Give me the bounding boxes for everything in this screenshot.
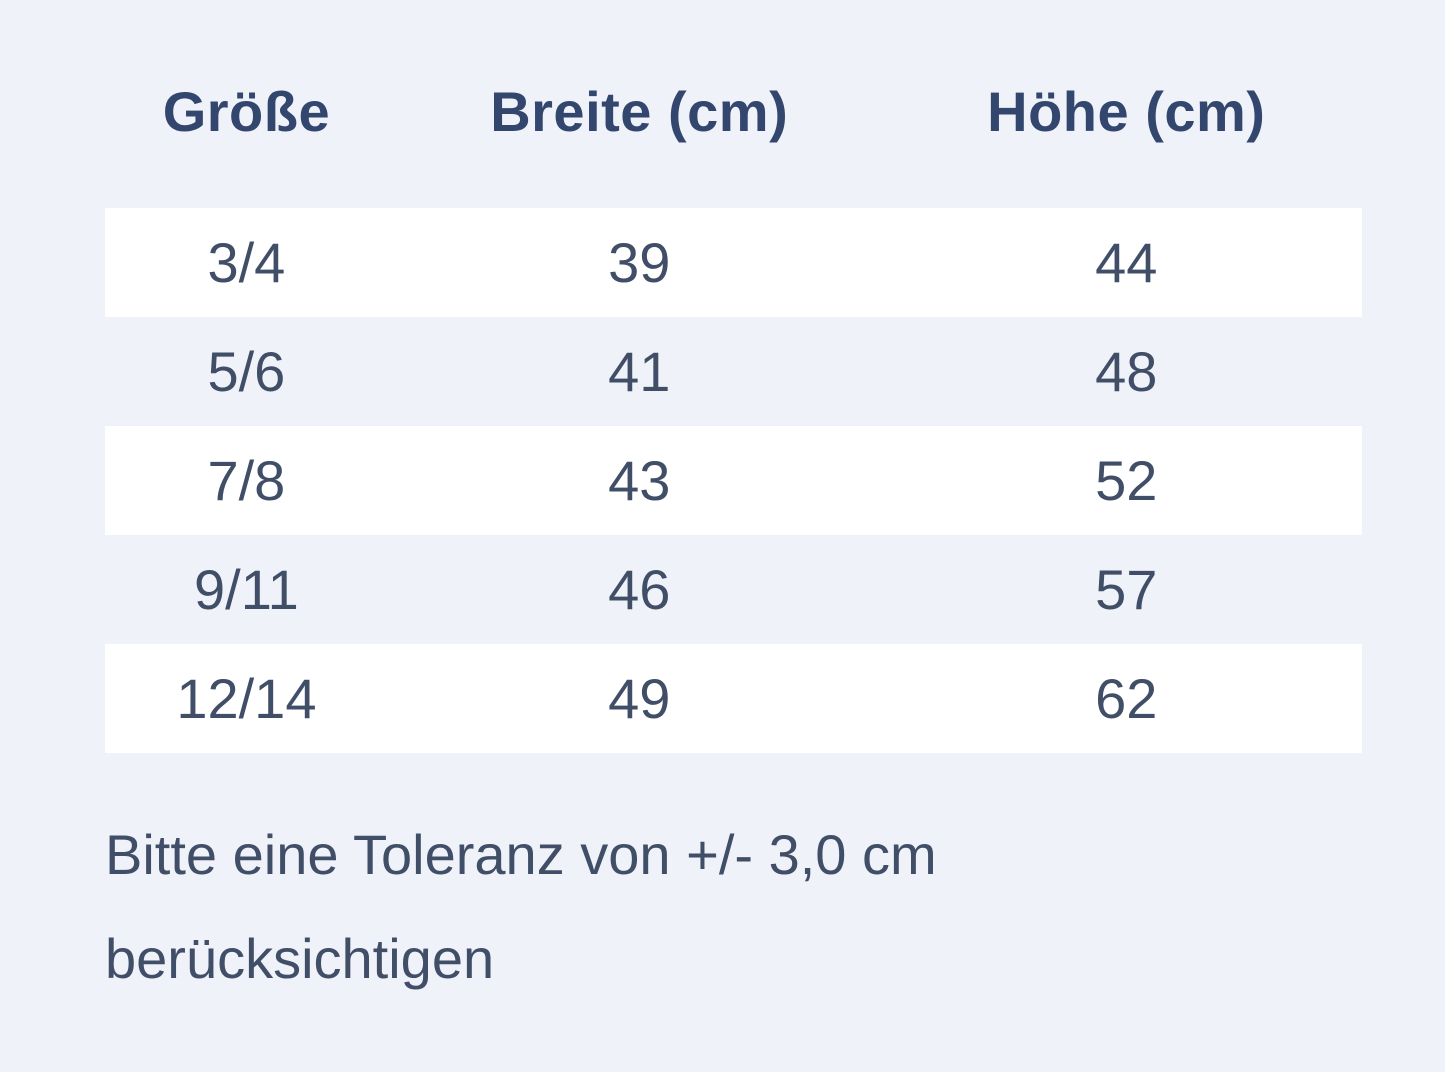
table-cell: 44 xyxy=(1095,231,1158,294)
table-cell: 5/6 xyxy=(207,340,286,403)
table-cell: 9/11 xyxy=(193,558,299,621)
header-height: Höhe (cm) xyxy=(987,79,1266,143)
table-header-row: Größe Breite (cm) Höhe (cm) xyxy=(105,0,1362,208)
table-cell: 46 xyxy=(608,558,671,621)
table-row: 3/4 39 44 xyxy=(105,208,1362,317)
table-cell: 3/4 xyxy=(207,231,286,294)
table-row: 7/8 43 52 xyxy=(105,426,1362,535)
table-cell: 39 xyxy=(608,231,671,294)
table-cell: 12/14 xyxy=(176,667,317,730)
size-table: Größe Breite (cm) Höhe (cm) 3/4 39 44 5/6 41… xyxy=(105,0,1362,753)
header-width: Breite (cm) xyxy=(490,79,789,143)
tolerance-note: Bitte eine Toleranz von +/- 3,0 cm berüc… xyxy=(105,823,937,990)
table-cell: 41 xyxy=(608,340,671,403)
table-cell: 52 xyxy=(1095,449,1158,512)
table-body: 3/4 39 44 5/6 41 48 7/8 43 52 9/11 46 57 12/14 49 62 xyxy=(105,208,1362,753)
table-cell: 48 xyxy=(1095,340,1158,403)
header-size: Größe xyxy=(162,79,331,143)
table-cell: 7/8 xyxy=(207,449,286,512)
table-row: 12/14 49 62 xyxy=(105,644,1362,753)
table-cell: 43 xyxy=(608,449,671,512)
table-row: 9/11 46 57 xyxy=(105,535,1362,644)
table-cell: 62 xyxy=(1095,667,1158,730)
table-cell: 57 xyxy=(1095,558,1158,621)
table-cell: 49 xyxy=(608,667,671,730)
table-row: 5/6 41 48 xyxy=(105,317,1362,426)
